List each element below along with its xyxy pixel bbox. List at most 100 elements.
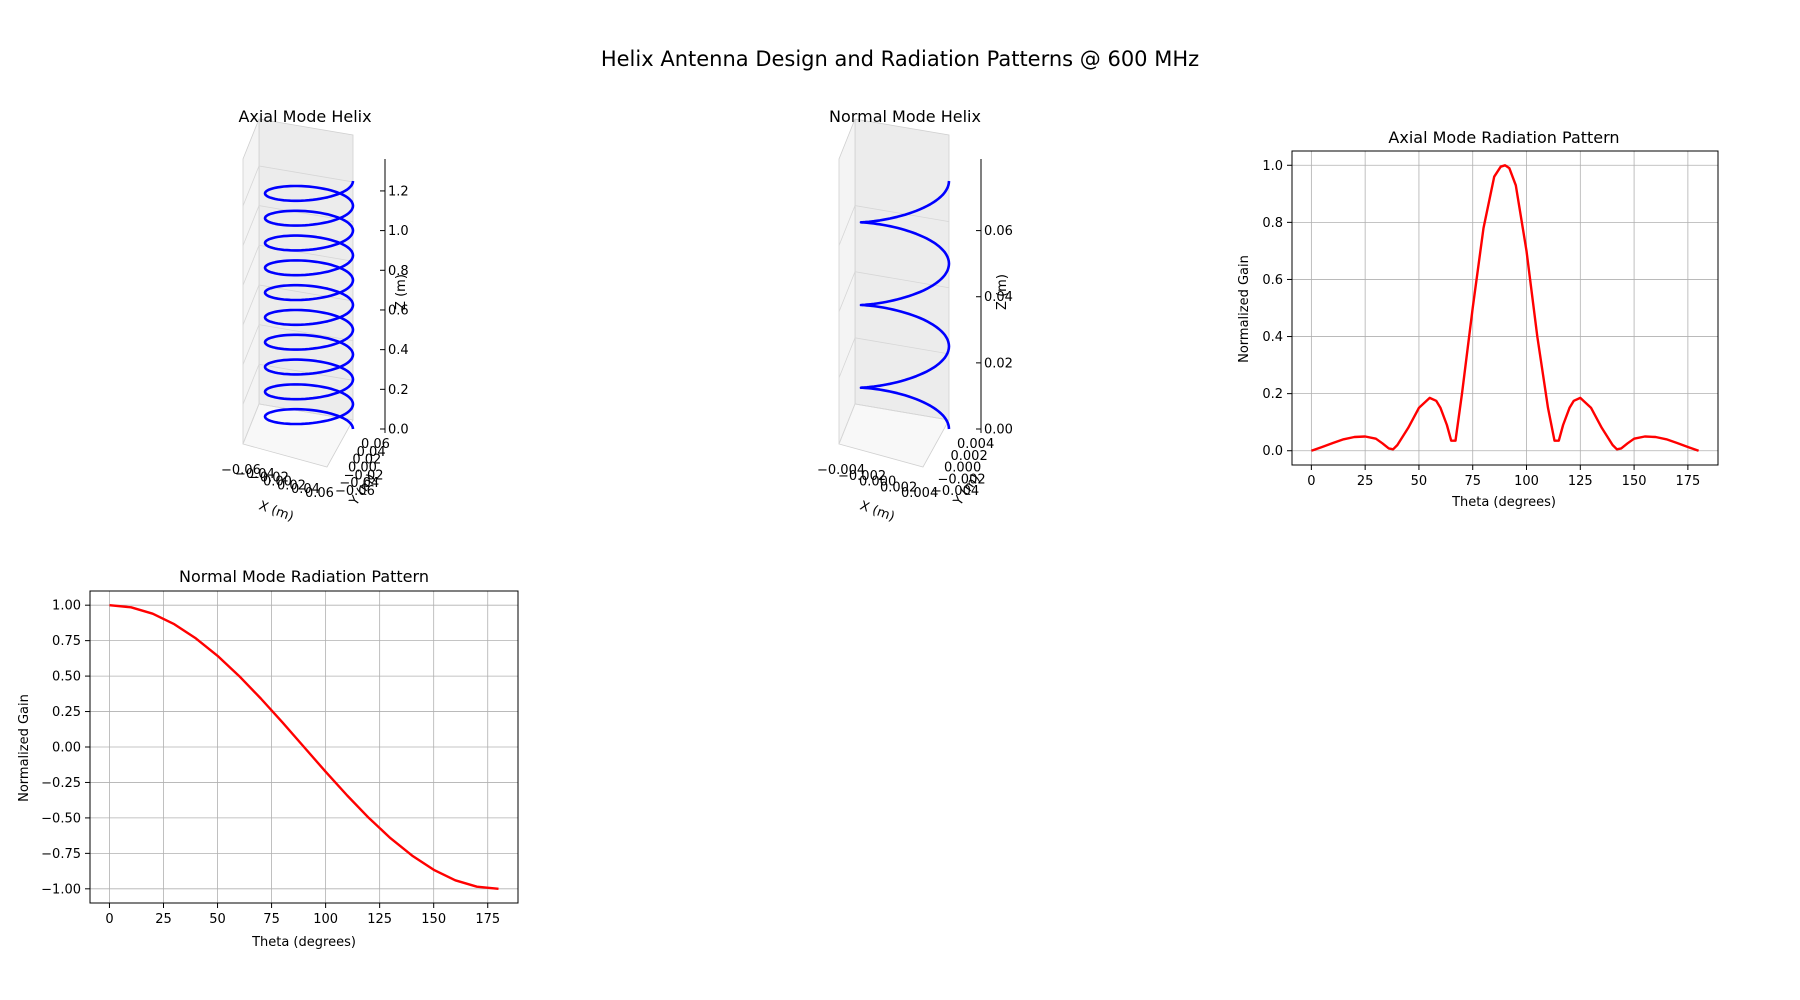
normal-pattern-ytick-label: −1.00 [41, 882, 81, 897]
axial-pattern-frame [1291, 150, 1719, 466]
normal-helix-zgrid-line [838, 403, 950, 445]
axial-helix-ztick-label: 0.4 [388, 343, 409, 358]
normal-pattern-ytick-label: 1.00 [52, 599, 81, 614]
axial-pattern-ylabel: Normalized Gain [1237, 255, 1252, 363]
axial-helix-zgrid-line [242, 205, 354, 246]
normal-helix-ytick-label: −0.004 [931, 484, 979, 499]
normal-helix-curve-group [859, 180, 951, 430]
axial-helix-xtick-label: 0.00 [263, 475, 292, 490]
axial-helix-curve-group [263, 180, 355, 430]
normal-pattern-ticks: 0 25 50 75 100 125 150 175 −1.00 −0.75 −0.50 −0.25 0… [41, 599, 500, 927]
normal-helix-xtick-label: 0.004 [901, 486, 938, 501]
normal-pattern-ytick-label: −0.75 [41, 847, 81, 862]
axial-helix-xtick-label: 0.02 [277, 478, 306, 493]
normal-pattern-title: Normal Mode Radiation Pattern [179, 567, 429, 586]
normal-pattern-curve-group [109, 604, 499, 890]
normal-helix-title: Normal Mode Helix [829, 107, 981, 126]
normal-helix-zgrid-line [838, 271, 950, 312]
normal-helix-zgrid-line [838, 337, 950, 379]
normal-helix-grid [838, 205, 950, 445]
normal-pattern-xtick-label: 50 [209, 912, 226, 927]
axial-pattern-xtick-label: 0 [1307, 474, 1315, 489]
normal-pattern-xlabel: Theta (degrees) [251, 935, 356, 950]
axial-helix-zlabel: Z (m) [394, 274, 409, 310]
axial-helix-zgrid-line [242, 324, 354, 365]
axial-helix-ztick-label: 0.0 [388, 423, 409, 438]
axial-helix-xtick-label: −0.04 [235, 467, 275, 482]
axial-pattern-xtick-label: 25 [1357, 474, 1374, 489]
normal-helix-ytick-label: 0.004 [957, 437, 994, 452]
axial-helix-xtick-label: −0.02 [249, 471, 289, 486]
normal-helix-ztick-label: 0.06 [984, 224, 1013, 239]
axial-pattern-grid [1292, 151, 1718, 465]
axial-pattern-xtick-label: 175 [1675, 474, 1700, 489]
axial-pattern-ytick-label: 0.6 [1262, 273, 1283, 288]
axial-helix-ztick-label: 0.2 [388, 383, 409, 398]
axial-helix-ztick-label: 1.0 [388, 224, 409, 239]
normal-pattern-xtick-label: 100 [313, 912, 338, 927]
axial-helix-xtick-label: −0.06 [221, 463, 261, 478]
normal-helix-ticks: 0.000.020.040.06−0.004−0.0020.0000.0020.… [817, 159, 1013, 501]
axial-helix-ytick-label: 0.06 [361, 437, 390, 452]
axial-helix-ztick-label: 0.6 [388, 303, 409, 318]
normal-pattern-ylabel: Normalized Gain [17, 694, 32, 802]
normal-helix-ztick-label: 0.04 [984, 290, 1013, 305]
axial-helix-ytick-label: −0.06 [335, 484, 375, 499]
normal-helix-chart: 0.000.020.040.06−0.004−0.0020.0000.0020.… [817, 107, 1013, 525]
axial-helix-xtick-label: 0.06 [305, 486, 334, 501]
axial-helix-ytick-label: 0.00 [348, 461, 377, 476]
figure-title: Helix Antenna Design and Radiation Patte… [601, 47, 1199, 71]
normal-helix-zlabel: Z (m) [995, 274, 1010, 310]
normal-pattern-ytick-label: 0.00 [52, 741, 81, 756]
axial-helix-chart: 0.00.20.40.60.81.01.2−0.06−0.04−0.020.00… [221, 107, 409, 525]
normal-helix-ytick-label: −0.002 [938, 472, 986, 487]
axial-helix-xlabel: X (m) [257, 499, 296, 525]
normal-pattern-chart: 0 25 50 75 100 125 150 175 −1.00 −0.75 −0.50 −0.25 0… [17, 567, 519, 950]
normal-helix-xtick-label: 0.000 [859, 475, 896, 490]
normal-pattern-xtick-label: 150 [421, 912, 446, 927]
normal-pattern-ytick-label: 0.25 [52, 705, 81, 720]
normal-helix-xtick-label: −0.004 [817, 463, 865, 478]
axial-pattern-ticks: 0 25 50 75 100 125 150 175 0.0 0.2 0.4 0.6 0.8 1.0 [1262, 159, 1700, 489]
axial-pattern-curve-group [1311, 164, 1699, 452]
normal-pattern-ytick-label: −0.50 [41, 811, 81, 826]
normal-helix-back-pane [854, 118, 950, 421]
axial-helix-ytick-label: 0.04 [357, 445, 386, 460]
normal-pattern-ytick-label: 0.75 [52, 634, 81, 649]
axial-helix-ztick-label: 0.8 [388, 264, 409, 279]
normal-helix-ytick-label: 0.000 [944, 461, 981, 476]
normal-helix-curve [859, 180, 951, 430]
normal-pattern-xtick-label: 75 [263, 912, 280, 927]
axial-pattern-xlabel: Theta (degrees) [1451, 495, 1556, 510]
axial-helix-zgrid-line [242, 284, 354, 326]
axial-pattern-ytick-label: 0.0 [1262, 444, 1283, 459]
axial-pattern-ytick-label: 1.0 [1262, 159, 1283, 174]
normal-helix-zgrid-line [838, 205, 950, 246]
normal-pattern-grid [90, 591, 518, 903]
axial-pattern-xtick-label: 50 [1411, 474, 1428, 489]
axial-helix-side-pane [242, 118, 260, 445]
normal-helix-ztick-label: 0.02 [984, 356, 1013, 371]
normal-pattern-xtick-label: 25 [155, 912, 172, 927]
axial-helix-title: Axial Mode Helix [238, 107, 371, 126]
axial-pattern-title: Axial Mode Radiation Pattern [1388, 128, 1619, 147]
axial-pattern-chart: 0 25 50 75 100 125 150 175 0.0 0.2 0.4 0.6 0.8 1.0 Ax… [1237, 128, 1719, 510]
axial-helix-zgrid-line [242, 244, 354, 286]
normal-helix-xlabel: X (m) [858, 499, 897, 525]
axial-helix-ytick-label: −0.02 [344, 468, 384, 483]
normal-pattern-xtick-label: 0 [105, 912, 113, 927]
axial-helix-ztick-label: 1.2 [388, 184, 409, 199]
axial-pattern-xtick-label: 125 [1568, 474, 1593, 489]
axial-pattern-ytick-label: 0.8 [1262, 216, 1283, 231]
normal-pattern-ytick-label: 0.50 [52, 670, 81, 685]
axial-pattern-xtick-label: 75 [1464, 474, 1481, 489]
axial-helix-ytick-label: 0.02 [352, 453, 381, 468]
axial-helix-zgrid-line [242, 165, 354, 207]
normal-pattern-xtick-label: 125 [367, 912, 392, 927]
axial-helix-curve [263, 180, 355, 430]
normal-helix-xtick-label: −0.002 [838, 469, 886, 484]
axial-helix-zgrid-line [242, 403, 354, 445]
axial-helix-grid [242, 165, 354, 445]
axial-helix-xtick-label: 0.04 [291, 482, 320, 497]
